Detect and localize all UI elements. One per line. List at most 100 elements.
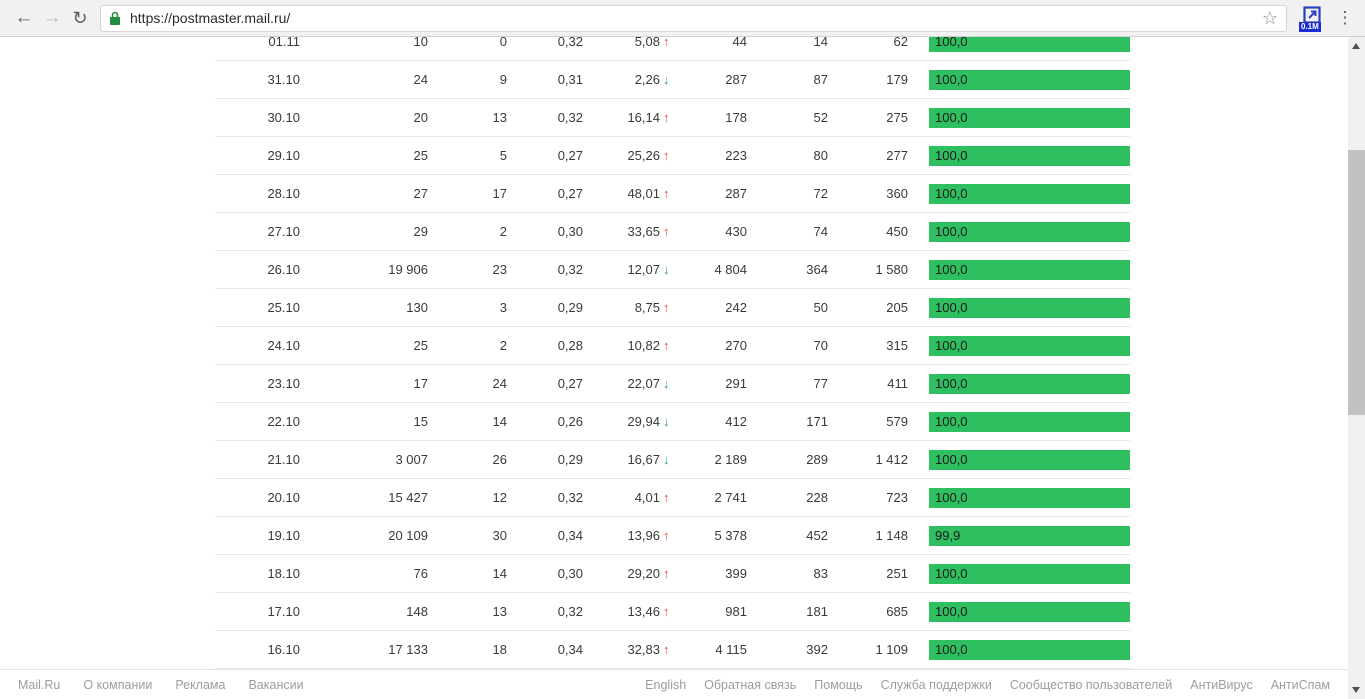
cell-col5: 77 (813, 376, 828, 391)
cell-col2: 14 (492, 566, 507, 581)
scrollbar-thumb[interactable] (1348, 150, 1365, 415)
scrollbar-down-arrow[interactable] (1348, 682, 1365, 698)
extension-icon[interactable]: 0.1M (1299, 3, 1325, 33)
cell-col5: 72 (813, 186, 828, 201)
cell-col6: 1 148 (875, 528, 908, 543)
trend-arrow-icon: ↓ (663, 414, 670, 429)
cell-col1: 24 (413, 72, 428, 87)
bookmark-star-icon[interactable]: ☆ (1261, 8, 1278, 28)
cell-col3: 0,27 (557, 148, 583, 163)
cell-col5: 364 (806, 262, 828, 277)
reload-icon[interactable]: ↻ (72, 8, 88, 28)
cell-col3: 0,32 (557, 490, 583, 505)
cell-date: 30.10 (267, 110, 300, 125)
footer-link[interactable]: Сообщество пользователей (1009, 677, 1173, 692)
cell-col3: 0,31 (557, 72, 583, 87)
footer-link[interactable]: Служба поддержки (880, 677, 992, 692)
table-row: 19.10 20 109 30 0,34 13,96 ↑ 5 378 452 1… (215, 517, 1130, 555)
cell-col2: 14 (492, 414, 507, 429)
cell-col6: 315 (886, 338, 908, 353)
cell-rate: 25,26 ↑ (583, 148, 676, 163)
cell-col4: 44 (732, 37, 747, 49)
cell-rate: 48,01 ↑ (583, 186, 676, 201)
cell-delivery: 100,0 (908, 107, 1130, 128)
footer-link[interactable]: Реклама (175, 677, 226, 692)
forward-icon[interactable]: → (42, 7, 62, 28)
cell-date: 26.10 (267, 262, 300, 277)
cell-col3: 0,29 (557, 300, 583, 315)
footer-link[interactable]: Обратная связь (704, 677, 797, 692)
cell-rate: 8,75 ↑ (583, 300, 676, 315)
footer-link[interactable]: English (645, 677, 687, 692)
delivery-bar: 100,0 (929, 145, 1130, 166)
cell-col2: 23 (492, 262, 507, 277)
cell-delivery: 100,0 (908, 639, 1130, 660)
extension-badge: 0.1M (1299, 22, 1321, 32)
cell-col5: 392 (806, 642, 828, 657)
delivery-bar: 100,0 (929, 37, 1130, 52)
trend-arrow-icon: ↑ (663, 642, 670, 657)
cell-col1: 20 109 (388, 528, 428, 543)
cell-col3: 0,34 (557, 642, 583, 657)
table-row: 21.10 3 007 26 0,29 16,67 ↓ 2 189 289 1 … (215, 441, 1130, 479)
cell-delivery: 100,0 (908, 297, 1130, 318)
trend-arrow-icon: ↑ (663, 528, 670, 543)
rate-value: 13,46 (627, 604, 660, 619)
cell-col6: 205 (886, 300, 908, 315)
cell-col4: 4 115 (715, 642, 747, 657)
cell-col1: 27 (413, 186, 428, 201)
cell-col1: 17 133 (388, 642, 428, 657)
delivery-bar: 100,0 (929, 601, 1130, 622)
delivery-bar: 99,9 (929, 525, 1130, 546)
cell-rate: 5,08 ↑ (583, 37, 676, 49)
delivery-bar: 100,0 (929, 639, 1130, 660)
table-row: 22.10 15 14 0,26 29,94 ↓ 412 171 579 100… (215, 403, 1130, 441)
footer-link[interactable]: Вакансии (248, 677, 304, 692)
scrollbar[interactable] (1348, 37, 1365, 699)
cell-col5: 171 (806, 414, 828, 429)
footer-link[interactable]: АнтиСпам (1270, 677, 1330, 692)
footer-link[interactable]: АнтиВирус (1190, 677, 1253, 692)
cell-col3: 0,32 (557, 37, 583, 49)
trend-arrow-icon: ↓ (663, 72, 670, 87)
cell-delivery: 100,0 (908, 335, 1130, 356)
cell-col2: 13 (492, 604, 507, 619)
table-row: 16.10 17 133 18 0,34 32,83 ↑ 4 115 392 1… (215, 631, 1130, 669)
cell-col1: 130 (406, 300, 428, 315)
footer-link[interactable]: О компании (83, 677, 153, 692)
cell-col6: 723 (886, 490, 908, 505)
rate-value: 12,07 (627, 262, 660, 277)
trend-arrow-icon: ↑ (663, 300, 670, 315)
cell-col6: 450 (886, 224, 908, 239)
trend-arrow-icon: ↑ (663, 110, 670, 125)
cell-col1: 148 (406, 604, 428, 619)
cell-date: 28.10 (267, 186, 300, 201)
table-row: 17.10 148 13 0,32 13,46 ↑ 981 181 685 10… (215, 593, 1130, 631)
delivery-bar: 100,0 (929, 69, 1130, 90)
rate-value: 29,20 (627, 566, 660, 581)
back-icon[interactable]: ← (14, 7, 34, 28)
rate-value: 32,83 (627, 642, 660, 657)
footer-link[interactable]: Помощь (814, 677, 863, 692)
cell-col4: 287 (725, 72, 747, 87)
scrollbar-up-arrow[interactable] (1348, 38, 1365, 54)
cell-date: 18.10 (267, 566, 300, 581)
footer-right-links: English Обратная связь Помощь Служба поддер… (627, 678, 1330, 692)
cell-col1: 29 (413, 224, 428, 239)
url-text[interactable]: https://postmaster.mail.ru/ (130, 10, 291, 26)
delivery-bar: 100,0 (929, 563, 1130, 584)
browser-menu-icon[interactable]: ⋮ (1336, 8, 1354, 27)
cell-col5: 70 (813, 338, 828, 353)
cell-col2: 2 (499, 224, 507, 239)
cell-col6: 1 109 (875, 642, 908, 657)
cell-col2: 26 (492, 452, 507, 467)
cell-col3: 0,28 (557, 338, 583, 353)
rate-value: 8,75 (634, 300, 660, 315)
cell-col2: 0 (499, 37, 507, 49)
address-bar[interactable]: https://postmaster.mail.ru/ ☆ (100, 4, 1287, 32)
table-row: 25.10 130 3 0,29 8,75 ↑ 242 50 205 100,0 (215, 289, 1130, 327)
trend-arrow-icon: ↓ (663, 452, 670, 467)
footer-link[interactable]: Mail.Ru (18, 677, 61, 692)
cell-date: 19.10 (267, 528, 300, 543)
cell-col6: 1 412 (875, 452, 908, 467)
